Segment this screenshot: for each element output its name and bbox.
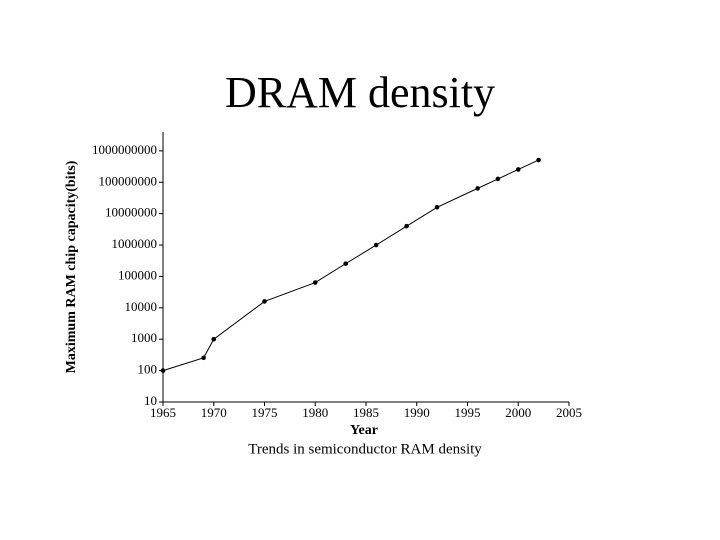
data-point <box>434 204 440 210</box>
data-point <box>515 167 521 172</box>
x-tick-label: 1970 <box>201 405 227 420</box>
x-tick-label: 1985 <box>353 405 379 420</box>
y-tick-label: 1000 <box>131 330 157 345</box>
x-tick-label: 1980 <box>302 405 328 420</box>
data-point <box>211 336 217 342</box>
x-tick-label: 1990 <box>404 405 430 420</box>
data-point <box>404 223 409 229</box>
y-axis-label: Maximum RAM chip capacity(bits) <box>64 160 79 373</box>
data-line <box>162 159 539 372</box>
x-tick-label: 2000 <box>505 405 531 420</box>
y-tick-label: 100000 <box>118 267 157 282</box>
data-point <box>312 280 318 285</box>
y-tick-label: 1000000 <box>112 236 158 251</box>
data-point <box>201 355 206 361</box>
x-tick-label: 1965 <box>150 405 176 420</box>
slide-title: DRAM density <box>225 68 495 117</box>
data-point <box>343 261 349 266</box>
x-tick-label: 2005 <box>556 405 582 420</box>
x-tick-label: 1995 <box>455 405 481 420</box>
y-tick-label: 100000000 <box>99 173 158 188</box>
y-tick-label: 10000000 <box>105 205 157 220</box>
y-tick-label: 1000000000 <box>92 142 157 157</box>
data-point <box>160 368 166 373</box>
data-point <box>495 176 501 182</box>
data-point <box>373 242 379 248</box>
data-point <box>536 157 541 163</box>
x-axis-label: Year <box>350 423 378 438</box>
y-tick-label: 10000 <box>125 299 158 314</box>
data-point <box>262 299 267 304</box>
y-tick-label: 100 <box>138 362 158 377</box>
caption: Trends in semiconductor RAM density <box>248 441 482 457</box>
data-point <box>475 186 480 191</box>
y-tick-label: 10 <box>144 393 157 408</box>
x-tick-label: 1975 <box>252 405 278 420</box>
